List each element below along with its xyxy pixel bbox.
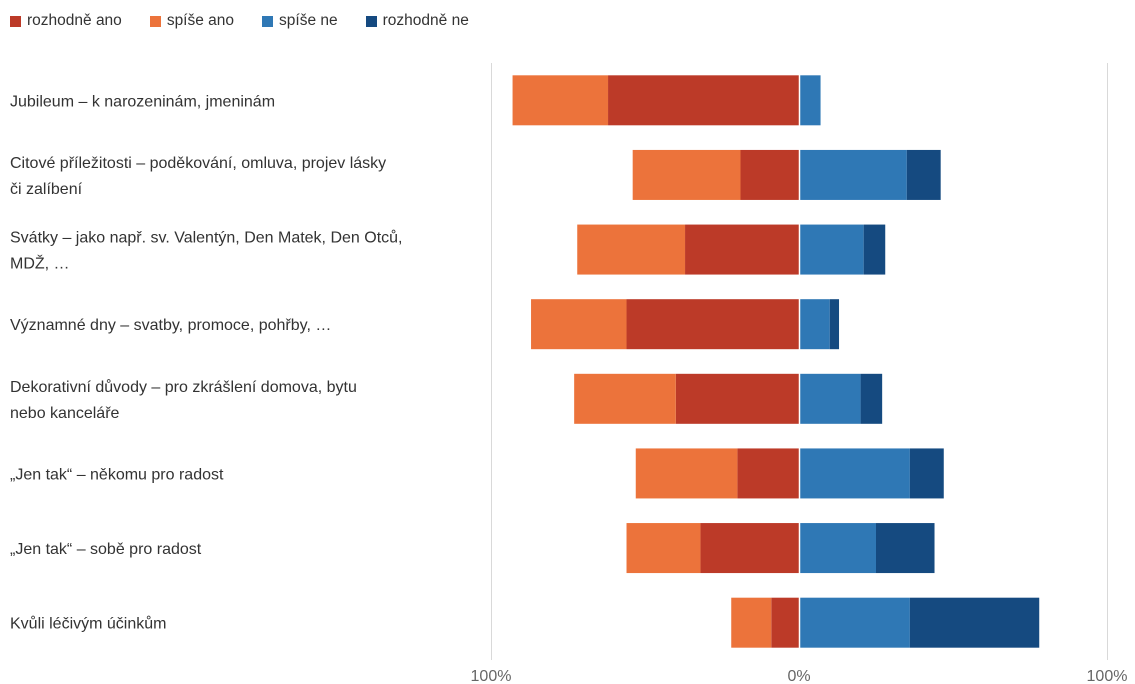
category-label: MDŽ, … [10, 254, 70, 273]
legend-label: rozhodně ne [382, 12, 469, 29]
bar-segment [626, 523, 701, 574]
bar-segment [799, 149, 907, 200]
legend-label: spíše ne [279, 12, 338, 29]
bar-segment [909, 597, 1040, 648]
legend-label: rozhodně ano [27, 12, 122, 29]
legend-item: spíše ano [149, 12, 235, 30]
bar-segment [799, 299, 830, 350]
category-label: či zalíbení [10, 181, 83, 198]
bar-segment [799, 75, 821, 126]
legend-swatch [10, 15, 21, 27]
bar-segment [675, 373, 799, 424]
bar-segment [740, 149, 799, 200]
tick-label: 100% [1087, 668, 1128, 684]
bar-segment [531, 299, 627, 350]
bar-segment [799, 373, 861, 424]
category-label: nebo kanceláře [10, 405, 120, 422]
bar-segment [608, 75, 799, 126]
category-label: „Jen tak“ – někomu pro radost [10, 466, 224, 483]
bar-segment [700, 523, 799, 574]
legend-swatch [149, 15, 161, 27]
category-label: Svátky – jako např. sv. Valentýn, Den Ma… [10, 229, 402, 247]
bar-segment [512, 75, 609, 126]
legend-item: spíše ne [262, 12, 338, 30]
tick-label: 0% [787, 668, 810, 684]
legend-swatch [262, 15, 274, 27]
bar-segment [737, 448, 799, 499]
category-label: Významné dny – svatby, promoce, pohřby, … [10, 317, 331, 334]
bar-segment [860, 373, 883, 424]
bar-segment [771, 597, 799, 648]
bar-segment [829, 299, 840, 350]
bar-segment [863, 224, 886, 275]
legend-item: rozhodně ano [10, 12, 122, 30]
category-label: Kvůli léčivým účinkům [10, 615, 166, 633]
tick-label: 100% [471, 668, 512, 684]
bar-segment [626, 299, 799, 350]
category-label: Dekorativní důvody – pro zkrášlení domov… [10, 378, 357, 396]
bar-segment [799, 523, 876, 574]
bar-segment [876, 523, 935, 574]
bar-segment [632, 149, 741, 200]
bar-segment [799, 597, 910, 648]
bar-segment [577, 224, 686, 275]
bar-segment [635, 448, 738, 499]
legend-swatch [365, 15, 377, 27]
bar-segment [799, 224, 864, 275]
category-label: Citové příležitosti – poděkování, omluva… [10, 155, 386, 172]
bar-segment [909, 448, 944, 499]
bar-segment [799, 448, 910, 499]
legend-label: spíše ano [166, 12, 235, 29]
legend: rozhodně ano spíše ano spíše ne rozhodně ne [10, 9, 497, 33]
bar-segment [731, 597, 772, 648]
bar-segment [574, 373, 676, 424]
category-label: „Jen tak“ – sobě pro radost [10, 541, 202, 558]
bar-segment [906, 149, 941, 200]
bar-segment [685, 224, 799, 275]
legend-item: rozhodně ne [365, 12, 469, 30]
category-label: Jubileum – k narozeninám, jmeninám [10, 93, 275, 110]
